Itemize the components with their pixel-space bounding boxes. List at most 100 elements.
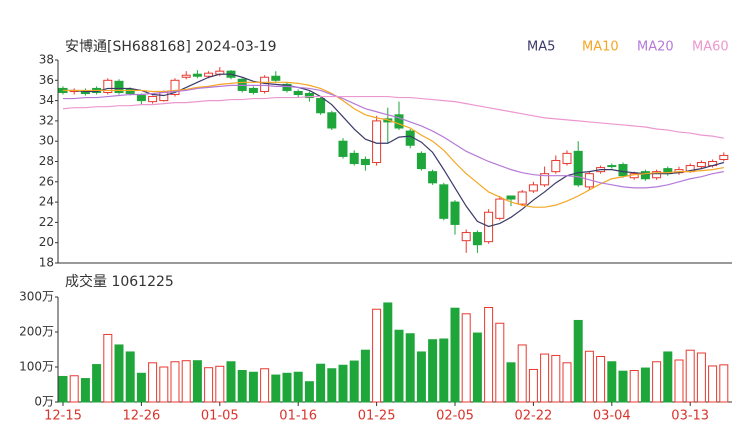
y-tick-label: 32 xyxy=(39,113,54,127)
volume-bar xyxy=(349,360,359,403)
candle-body xyxy=(416,152,426,170)
volume-bar xyxy=(573,319,583,403)
candle-body xyxy=(114,80,124,93)
legend-label: MA5 xyxy=(527,40,555,55)
volume-bar xyxy=(372,308,382,403)
volume-bar xyxy=(562,362,572,403)
volume-bar xyxy=(192,360,202,403)
candle-body xyxy=(316,98,326,114)
volume-bar xyxy=(517,344,527,403)
x-tick-label: 01-16 xyxy=(279,409,317,424)
volume-bar xyxy=(618,370,628,403)
candle-body xyxy=(170,79,180,96)
x-tick-label: 01-05 xyxy=(201,409,239,424)
candle-body xyxy=(506,195,516,200)
y-tick-label: 200万 xyxy=(19,325,54,339)
x-tick-label: 02-22 xyxy=(515,409,553,424)
volume-bar xyxy=(170,361,180,403)
ma-line xyxy=(63,81,724,208)
volume-bar xyxy=(293,371,303,403)
volume-bar xyxy=(652,361,662,403)
x-tick-label: 12-15 xyxy=(44,409,82,424)
candle-body xyxy=(562,152,572,165)
x-tick-label: 02-05 xyxy=(436,409,474,424)
y-tick-label: 26 xyxy=(39,174,54,188)
volume-bar xyxy=(304,381,314,403)
legend-label: MA60 xyxy=(692,40,729,55)
candle-body xyxy=(192,73,202,77)
candle-body xyxy=(551,159,561,173)
x-tick-label: 03-04 xyxy=(593,409,631,424)
y-tick-label: 36 xyxy=(39,73,54,87)
volume-bar xyxy=(260,368,270,403)
candle-body xyxy=(461,232,471,242)
volume-bar xyxy=(92,364,102,403)
volume-bar xyxy=(360,349,370,403)
volume-bar xyxy=(484,307,494,403)
y-tick-label: 30 xyxy=(39,134,54,148)
volume-bar xyxy=(316,363,326,403)
candle-body xyxy=(360,158,370,166)
volume-bar xyxy=(394,329,404,403)
y-tick-label: 24 xyxy=(39,195,54,209)
candle-body xyxy=(495,198,505,219)
volume-bar xyxy=(125,351,135,403)
volume-bar xyxy=(237,370,247,403)
candle-body xyxy=(472,232,482,246)
volume-bar xyxy=(584,350,594,403)
candle-body xyxy=(103,79,113,93)
volume-bar xyxy=(596,356,606,403)
legend-label: MA20 xyxy=(637,40,674,55)
y-tick-label: 18 xyxy=(39,256,54,270)
volume-title: 成交量 1061225 xyxy=(65,273,174,290)
volume-bar xyxy=(204,367,214,403)
volume-bar xyxy=(248,371,258,403)
candle-body xyxy=(271,75,281,81)
y-tick-label: 22 xyxy=(39,215,54,229)
volume-bar xyxy=(495,322,505,403)
chart-title: 安博通[SH688168] 2024-03-19 xyxy=(65,38,277,55)
candle-body xyxy=(640,171,650,180)
volume-bar xyxy=(607,361,617,403)
y-tick-label: 20 xyxy=(39,235,54,249)
candle-body xyxy=(282,83,292,91)
candle-body xyxy=(528,184,538,192)
volume-bar xyxy=(215,365,225,403)
candle-body xyxy=(394,114,404,129)
volume-bar xyxy=(708,365,718,403)
x-tick-label: 03-13 xyxy=(671,409,709,424)
ma-line xyxy=(63,84,724,189)
candle-body xyxy=(439,184,449,219)
volume-bar xyxy=(148,362,158,403)
volume-bar xyxy=(696,352,706,403)
candle-body xyxy=(293,90,303,96)
y-tick-label: 34 xyxy=(39,93,54,107)
volume-bar xyxy=(327,368,337,403)
volume-bar xyxy=(685,349,695,403)
volume-bar xyxy=(103,333,113,403)
candle-body xyxy=(428,171,438,184)
candle-body xyxy=(338,140,348,157)
y-tick-label: 28 xyxy=(39,154,54,168)
volume-bar xyxy=(439,338,449,403)
candle-body xyxy=(159,91,169,102)
candle-body xyxy=(248,87,258,93)
volume-bar xyxy=(383,302,393,403)
volume-bar xyxy=(428,339,438,403)
candle-body xyxy=(652,171,662,179)
y-tick-label: 300万 xyxy=(19,290,54,304)
volume-bar xyxy=(506,362,516,403)
volume-bar xyxy=(551,354,561,403)
legend-label: MA10 xyxy=(582,40,619,55)
volume-bar xyxy=(461,313,471,403)
candle-body xyxy=(148,96,158,103)
ma-line xyxy=(62,95,724,139)
volume-bar xyxy=(114,344,124,403)
volume-bar xyxy=(528,368,538,403)
volume-bar xyxy=(271,374,281,403)
ma-line xyxy=(63,73,724,228)
candle-body xyxy=(719,154,729,160)
candle-body xyxy=(204,72,214,77)
volume-bar xyxy=(629,370,639,403)
volume-bar xyxy=(640,367,650,403)
